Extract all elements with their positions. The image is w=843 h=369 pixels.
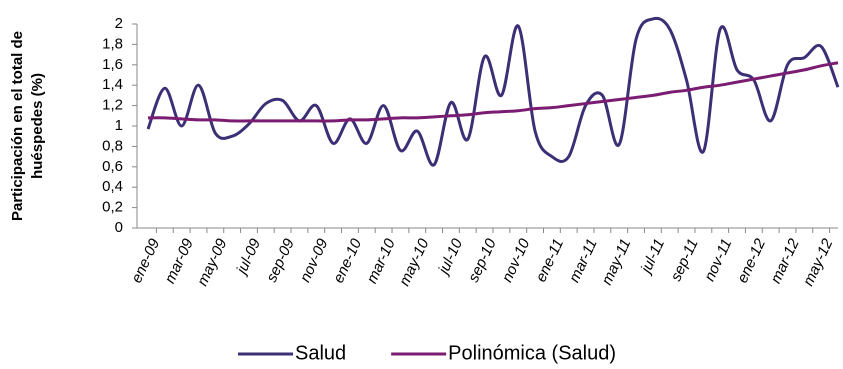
x-tick-label: nov-10 — [499, 236, 534, 285]
y-tick-label: 1,8 — [102, 35, 123, 52]
y-tick-label: 0,6 — [102, 158, 123, 175]
x-tick-label: mar-09 — [162, 236, 198, 287]
y-tick-label: 0 — [115, 219, 123, 236]
x-tick-label: sep-11 — [667, 236, 701, 284]
x-tick-label: may-11 — [598, 236, 634, 288]
x-tick-label: mar-10 — [363, 236, 399, 287]
y-tick-label: 1 — [115, 117, 123, 134]
y-tick-label: 1,2 — [102, 97, 123, 114]
legend-label: Salud — [295, 342, 346, 364]
y-tick-label: 1,6 — [102, 56, 123, 73]
legend-label: Polinómica (Salud) — [448, 342, 616, 364]
x-tick-label: may-12 — [800, 236, 837, 289]
y-tick-label: 0,2 — [102, 199, 123, 216]
y-tick-label: 0,4 — [102, 178, 123, 195]
series-line — [147, 61, 839, 123]
x-tick-label: ene-10 — [330, 236, 365, 286]
y-axis-label: Participación en el total de — [9, 31, 26, 221]
series-line — [146, 16, 840, 167]
y-tick-label: 2 — [115, 15, 123, 32]
x-tick-label: jul-10 — [434, 236, 466, 279]
x-tick-label: mar-12 — [767, 236, 803, 287]
x-tick-label: jul-09 — [232, 236, 264, 279]
x-tick-label: may-09 — [194, 236, 231, 289]
y-tick-label: 1,4 — [102, 76, 123, 93]
x-tick-label: nov-09 — [297, 236, 332, 285]
x-tick-label: nov-11 — [701, 236, 735, 284]
x-tick-label: ene-12 — [734, 236, 769, 286]
x-tick-label: jul-11 — [637, 236, 668, 277]
y-axis-label: huéspedes (%) — [29, 73, 46, 179]
x-tick-label: may-10 — [396, 236, 433, 289]
x-tick-label: sep-09 — [263, 236, 298, 285]
x-tick-label: mar-11 — [566, 236, 601, 285]
x-tick-label: ene-11 — [532, 236, 567, 285]
x-tick-label: ene-09 — [128, 236, 163, 286]
y-tick-label: 0,8 — [102, 137, 123, 154]
x-tick-label: sep-10 — [465, 236, 500, 285]
